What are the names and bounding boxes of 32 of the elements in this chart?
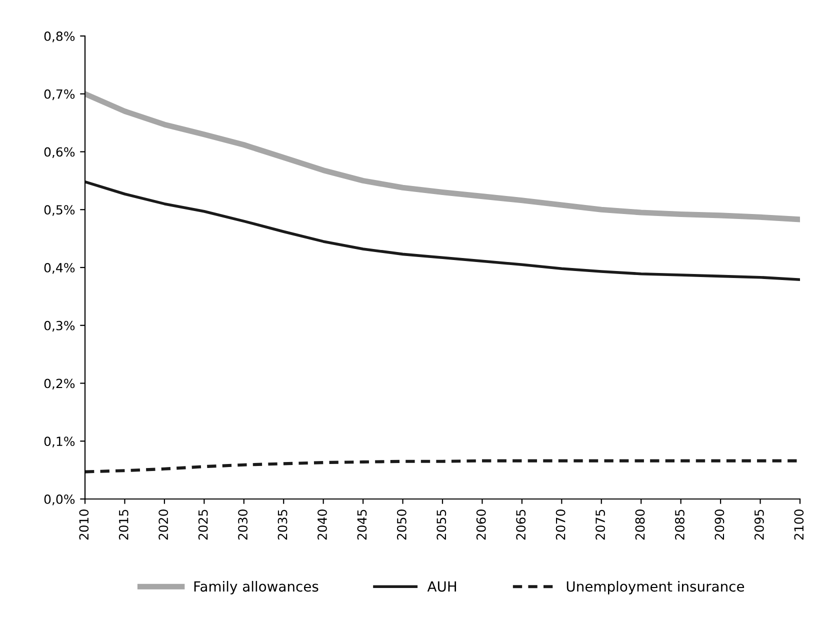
x-tick-label: 2075 [596, 510, 606, 540]
y-tick-label: 0,5% [44, 205, 75, 216]
x-tick-label: 2050 [396, 510, 406, 540]
x-tick-label: 2010 [79, 510, 89, 540]
x-tick-label: 2095 [754, 510, 764, 540]
legend-label: Unemployment insurance [566, 580, 744, 594]
y-tick-label: 0,1% [44, 436, 75, 448]
x-tick-label: 2085 [675, 510, 684, 540]
x-tick-label: 2035 [278, 510, 288, 540]
y-tick-label: 0,2% [44, 378, 75, 390]
x-tick-label: 2060 [476, 510, 486, 540]
x-tick-label: 2065 [516, 510, 526, 540]
x-tick-label: 2030 [238, 510, 248, 540]
x-tick-label: 2040 [318, 510, 327, 540]
x-tick-label: 2080 [635, 510, 645, 540]
x-tick-label: 2090 [714, 510, 724, 540]
y-tick-label: 0,8% [44, 31, 75, 42]
x-tick-label: 2100 [794, 510, 804, 540]
y-tick-label: 0,0% [44, 494, 75, 506]
x-tick-label: 2015 [118, 510, 128, 540]
legend-label: Family allowances [194, 580, 318, 594]
x-tick-label: 2045 [357, 510, 367, 540]
x-tick-label: 2070 [556, 510, 566, 540]
line-series [85, 180, 800, 282]
y-tick-label: 0,4% [44, 262, 75, 274]
x-tick-label: 2055 [436, 510, 446, 540]
y-tick-label: 0,3% [44, 320, 75, 332]
legend-label: AUH [427, 581, 456, 592]
y-tick-label: 0,7% [44, 89, 75, 100]
y-tick-label: 0,6% [44, 147, 75, 158]
x-tick-label: 2020 [158, 510, 168, 540]
x-tick-label: 2025 [198, 510, 208, 540]
